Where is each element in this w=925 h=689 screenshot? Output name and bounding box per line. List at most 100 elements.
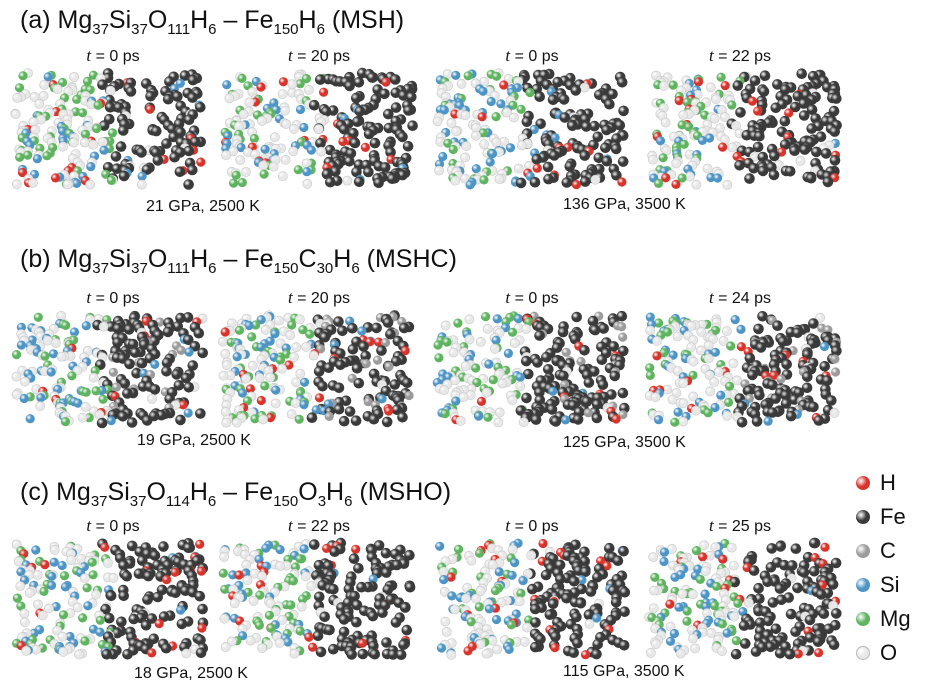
time-label: t = 0 ps — [86, 46, 140, 65]
o-atom — [684, 171, 695, 182]
fe-atom — [152, 155, 164, 166]
time-label: t = 22 ps — [287, 516, 351, 535]
title-part: H — [189, 478, 208, 506]
mg-atom — [247, 332, 257, 342]
fe-atom — [822, 176, 834, 188]
fe-atom — [127, 338, 139, 350]
c-atom — [618, 332, 628, 342]
fe-atom — [829, 126, 840, 137]
mg-atom — [443, 138, 453, 148]
fe-atom — [383, 108, 394, 120]
si-atom — [256, 342, 266, 352]
fe-atom — [608, 341, 619, 352]
fe-atom — [748, 163, 760, 174]
mg-atom — [733, 598, 743, 608]
snapshot-c3 — [435, 538, 631, 660]
fe-atom-icon — [856, 510, 870, 524]
o-atom — [289, 351, 299, 362]
mg-atom — [731, 636, 741, 646]
mg-atom — [723, 397, 734, 407]
si-atom — [19, 393, 29, 404]
si-atom — [507, 570, 517, 580]
mg-atom — [295, 79, 305, 89]
si-atom — [237, 388, 248, 398]
si-atom — [706, 172, 716, 183]
title-part: H — [333, 245, 352, 273]
fe-atom — [784, 166, 796, 177]
si-atom — [697, 135, 707, 145]
c-atom — [363, 397, 373, 407]
fe-atom — [397, 131, 408, 143]
o-atom — [438, 566, 449, 577]
si-atom — [513, 314, 523, 324]
mg-atom — [471, 363, 481, 373]
h-atom — [100, 542, 110, 552]
fe-atom — [183, 179, 194, 190]
o-atom — [277, 89, 288, 99]
fe-atom — [350, 415, 362, 426]
si-atom — [16, 567, 26, 577]
fe-atom — [317, 380, 328, 392]
fe-atom — [101, 649, 112, 660]
fe-atom — [115, 141, 127, 152]
o-atom — [56, 351, 67, 362]
mg-atom — [670, 417, 680, 427]
si-atom — [302, 167, 312, 177]
o-atom — [221, 150, 231, 160]
fe-atom — [540, 569, 552, 581]
o-atom — [74, 649, 84, 660]
fe-atom — [116, 616, 127, 628]
h-atom — [17, 167, 28, 178]
o-atom — [88, 372, 99, 383]
fe-atom — [554, 559, 566, 571]
fe-atom — [390, 74, 401, 85]
fe-atom — [175, 312, 186, 324]
o-atom — [519, 636, 530, 647]
fe-atom — [790, 543, 802, 554]
title-subscript: 37 — [131, 260, 148, 277]
o-atom — [514, 596, 525, 607]
mg-atom — [91, 386, 101, 396]
o-atom — [268, 161, 279, 172]
title-part: O — [147, 245, 168, 273]
fe-atom — [150, 147, 162, 158]
legend-label: C — [880, 538, 896, 563]
snapshot-b4 — [644, 311, 842, 428]
fe-atom — [158, 541, 169, 552]
fe-atom — [618, 345, 629, 357]
fe-atom — [618, 545, 629, 557]
fe-atom — [315, 646, 327, 658]
fe-atom — [183, 382, 195, 393]
fe-atom — [550, 631, 561, 642]
fe-atom — [532, 357, 543, 368]
o-atom — [711, 94, 721, 105]
o-atom — [287, 79, 298, 90]
mg-atom — [255, 590, 265, 600]
o-atom — [439, 385, 450, 395]
fe-atom — [618, 105, 629, 117]
o-atom — [705, 386, 716, 397]
si-atom — [57, 560, 67, 571]
mg-atom — [93, 100, 103, 110]
fe-atom — [570, 85, 582, 96]
o-atom — [57, 631, 68, 642]
fe-atom — [593, 152, 605, 164]
mg-atom — [58, 610, 69, 620]
fe-atom — [328, 643, 339, 655]
o-atom — [257, 571, 267, 581]
o-atom — [649, 585, 659, 596]
o-atom — [722, 326, 732, 336]
o-atom — [147, 393, 157, 404]
si-atom — [299, 122, 309, 133]
si-atom — [271, 385, 281, 395]
fe-atom — [535, 118, 546, 130]
fe-atom — [122, 388, 133, 399]
si-atom — [515, 372, 525, 382]
si-atom — [283, 637, 293, 647]
c-atom — [830, 354, 840, 364]
o-atom — [441, 627, 452, 637]
c-atom — [583, 408, 593, 418]
mg-atom — [220, 584, 230, 594]
si-atom — [484, 604, 494, 614]
h-atom — [400, 346, 410, 356]
